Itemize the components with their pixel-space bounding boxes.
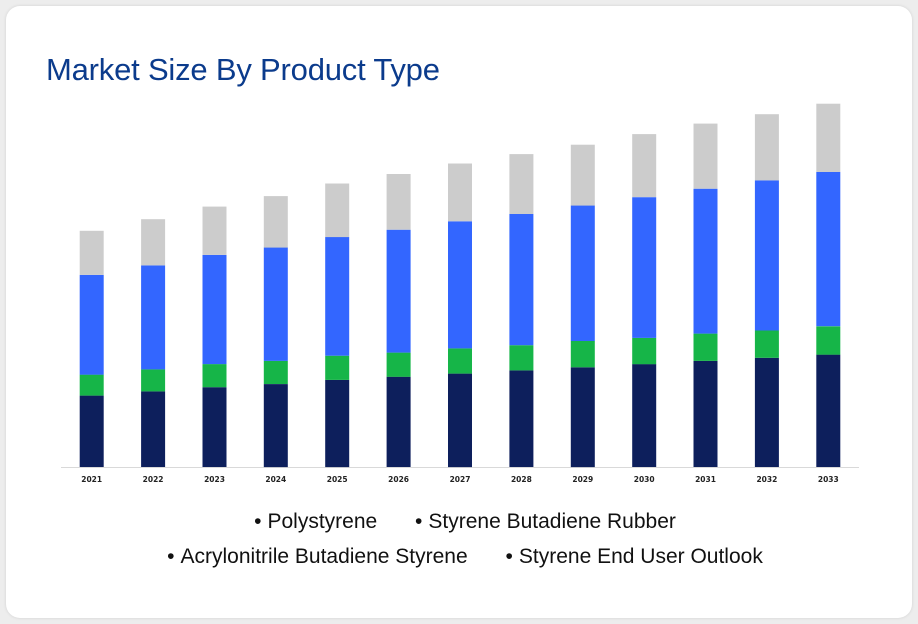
bar-segment[interactable]	[79, 395, 104, 467]
bar-segment[interactable]	[325, 237, 350, 356]
x-tick-label: 2030	[634, 475, 655, 484]
x-tick-label: 2027	[450, 475, 471, 484]
legend-item-acrylonitrile-butadiene-styrene[interactable]: • Acrylonitrile Butadiene Styrene	[167, 539, 468, 574]
bar-segment[interactable]	[448, 348, 472, 374]
bar-segment[interactable]	[202, 364, 227, 388]
bar-segment[interactable]	[448, 221, 472, 349]
bar-segment[interactable]	[263, 360, 288, 384]
bar-segment[interactable]	[141, 391, 166, 467]
bar-segment[interactable]	[79, 374, 104, 396]
bar-segment[interactable]	[509, 154, 534, 214]
x-tick-label: 2025	[327, 475, 348, 484]
legend-item-polystyrene[interactable]: • Polystyrene	[254, 504, 377, 539]
bar-segment[interactable]	[693, 188, 718, 334]
bar-segment[interactable]	[693, 123, 718, 189]
x-tick-label: 2021	[81, 475, 102, 484]
bar-segment[interactable]	[693, 360, 718, 467]
bar-segment[interactable]	[202, 254, 227, 365]
legend-bullet-icon: •	[415, 510, 423, 533]
bar-segment[interactable]	[816, 354, 841, 467]
bar-segment[interactable]	[632, 337, 657, 365]
legend-label: Styrene End User Outlook	[518, 545, 763, 568]
bar-segment[interactable]	[386, 229, 411, 353]
bar-segment[interactable]	[386, 352, 411, 377]
bar-segment[interactable]	[570, 367, 595, 468]
legend-label: Polystyrene	[267, 510, 378, 533]
bar-segment[interactable]	[509, 345, 534, 371]
bar-segment[interactable]	[632, 134, 657, 198]
x-tick-label: 2028	[511, 475, 532, 484]
x-tick-label: 2032	[756, 475, 777, 484]
bar-segment[interactable]	[141, 219, 166, 266]
bar-segment[interactable]	[816, 103, 841, 172]
legend-label: Styrene Butadiene Rubber	[428, 510, 676, 533]
bar-segment[interactable]	[754, 357, 779, 467]
bar-segment[interactable]	[386, 376, 411, 467]
legend-item-styrene-butadiene-rubber[interactable]: • Styrene Butadiene Rubber	[415, 504, 676, 539]
bar-segment[interactable]	[693, 333, 718, 361]
bar-segment[interactable]	[386, 174, 411, 230]
x-tick-label: 2029	[572, 475, 593, 484]
legend-bullet-icon: •	[254, 510, 262, 533]
x-tick-label: 2026	[388, 475, 409, 484]
x-tick-label: 2022	[143, 475, 164, 484]
bar-segment[interactable]	[263, 384, 288, 468]
bar-segment[interactable]	[141, 265, 166, 370]
x-tick-label: 2023	[204, 475, 225, 484]
chart-legend: • Polystyrene • Styrene Butadiene Rubber •…	[70, 504, 860, 574]
chart-title: Market Size By Product Type	[46, 52, 440, 87]
legend-item-styrene-end-user-outlook[interactable]: • Styrene End User Outlook	[506, 539, 763, 574]
bar-segment[interactable]	[754, 330, 779, 358]
bar-segment[interactable]	[754, 180, 779, 331]
bar-segment[interactable]	[325, 355, 350, 380]
bar-segment[interactable]	[816, 171, 841, 327]
bar-segment[interactable]	[509, 370, 534, 467]
bar-segment[interactable]	[509, 213, 534, 346]
x-tick-label: 2031	[695, 475, 716, 484]
bar-segment[interactable]	[263, 247, 288, 361]
x-tick-label: 2033	[818, 475, 839, 484]
bar-segment[interactable]	[754, 114, 779, 181]
bar-segment[interactable]	[632, 197, 657, 338]
legend-label: Acrylonitrile Butadiene Styrene	[180, 545, 468, 568]
bar-segment[interactable]	[570, 144, 595, 206]
bar-segment[interactable]	[79, 274, 104, 375]
bar-segment[interactable]	[325, 183, 350, 238]
bar-segment[interactable]	[448, 373, 472, 468]
x-tick-label: 2024	[265, 475, 286, 484]
bar-segment[interactable]	[141, 369, 166, 392]
bar-segment[interactable]	[79, 230, 104, 275]
bar-segment[interactable]	[263, 196, 288, 248]
bar-segment[interactable]	[632, 364, 657, 467]
legend-bullet-icon: •	[505, 545, 513, 568]
legend-bullet-icon: •	[167, 545, 175, 568]
bar-segment[interactable]	[816, 326, 841, 355]
bar-segment[interactable]	[325, 379, 350, 468]
bar-segment[interactable]	[202, 206, 227, 255]
bar-segment[interactable]	[570, 341, 595, 368]
bar-segment[interactable]	[202, 387, 227, 467]
bar-segment[interactable]	[448, 163, 472, 222]
bar-segment[interactable]	[570, 205, 595, 342]
